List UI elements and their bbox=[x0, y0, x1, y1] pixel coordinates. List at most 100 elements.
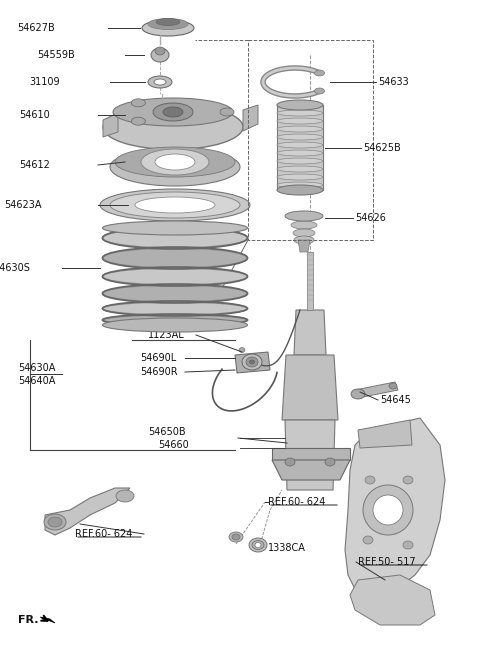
Ellipse shape bbox=[142, 20, 194, 36]
Ellipse shape bbox=[277, 134, 323, 140]
Ellipse shape bbox=[277, 174, 323, 180]
Ellipse shape bbox=[277, 182, 323, 188]
Ellipse shape bbox=[239, 348, 245, 353]
Text: 54625B: 54625B bbox=[363, 143, 401, 153]
Polygon shape bbox=[272, 460, 350, 480]
Ellipse shape bbox=[110, 192, 240, 218]
Ellipse shape bbox=[277, 110, 323, 116]
Text: 54610: 54610 bbox=[19, 110, 50, 120]
Ellipse shape bbox=[285, 458, 295, 466]
Text: 54690R: 54690R bbox=[140, 367, 178, 377]
Ellipse shape bbox=[163, 107, 183, 117]
Text: 54690L: 54690L bbox=[140, 353, 176, 363]
Ellipse shape bbox=[103, 248, 248, 268]
Ellipse shape bbox=[132, 117, 145, 125]
Ellipse shape bbox=[103, 104, 243, 150]
Polygon shape bbox=[272, 448, 350, 460]
Ellipse shape bbox=[103, 315, 248, 325]
Ellipse shape bbox=[115, 147, 235, 177]
Ellipse shape bbox=[100, 189, 250, 221]
Ellipse shape bbox=[103, 318, 248, 332]
Text: 54630S: 54630S bbox=[0, 263, 30, 273]
Polygon shape bbox=[345, 418, 445, 600]
Polygon shape bbox=[277, 105, 323, 190]
Ellipse shape bbox=[154, 79, 166, 85]
Ellipse shape bbox=[325, 458, 335, 466]
Ellipse shape bbox=[291, 221, 317, 229]
Polygon shape bbox=[243, 105, 258, 131]
Text: 1123AL: 1123AL bbox=[148, 330, 185, 340]
Text: 54640A: 54640A bbox=[18, 376, 55, 386]
Ellipse shape bbox=[314, 88, 324, 94]
Ellipse shape bbox=[103, 285, 248, 302]
Polygon shape bbox=[282, 355, 338, 420]
Ellipse shape bbox=[363, 536, 373, 544]
Text: REF.60- 624: REF.60- 624 bbox=[75, 529, 132, 539]
Ellipse shape bbox=[44, 514, 66, 530]
Ellipse shape bbox=[294, 236, 314, 244]
Polygon shape bbox=[307, 252, 313, 310]
Text: 54623A: 54623A bbox=[4, 200, 42, 210]
Polygon shape bbox=[285, 420, 335, 490]
Text: 54630A: 54630A bbox=[18, 363, 55, 373]
Polygon shape bbox=[40, 617, 55, 623]
Ellipse shape bbox=[232, 534, 240, 540]
Ellipse shape bbox=[255, 543, 261, 547]
Ellipse shape bbox=[48, 517, 62, 527]
Ellipse shape bbox=[250, 360, 254, 364]
Text: 1338CA: 1338CA bbox=[268, 543, 306, 553]
Ellipse shape bbox=[277, 100, 323, 110]
Ellipse shape bbox=[363, 485, 413, 535]
Ellipse shape bbox=[403, 476, 413, 484]
Ellipse shape bbox=[135, 197, 215, 213]
Text: 54645: 54645 bbox=[380, 395, 411, 405]
Ellipse shape bbox=[277, 166, 323, 172]
Ellipse shape bbox=[132, 99, 145, 107]
Ellipse shape bbox=[155, 154, 195, 170]
Text: 54633: 54633 bbox=[378, 77, 409, 87]
Ellipse shape bbox=[103, 302, 248, 315]
Ellipse shape bbox=[151, 48, 169, 62]
Polygon shape bbox=[350, 575, 435, 625]
Ellipse shape bbox=[365, 476, 375, 484]
Ellipse shape bbox=[389, 383, 397, 389]
Ellipse shape bbox=[110, 148, 240, 186]
Ellipse shape bbox=[103, 268, 248, 285]
Ellipse shape bbox=[403, 541, 413, 549]
Ellipse shape bbox=[116, 490, 134, 502]
Polygon shape bbox=[358, 420, 412, 448]
Text: 54650B: 54650B bbox=[148, 427, 186, 437]
Ellipse shape bbox=[277, 118, 323, 124]
Polygon shape bbox=[45, 488, 130, 535]
Ellipse shape bbox=[277, 158, 323, 164]
Ellipse shape bbox=[246, 357, 258, 367]
Ellipse shape bbox=[148, 18, 188, 30]
Text: 54559B: 54559B bbox=[37, 50, 75, 60]
Ellipse shape bbox=[277, 185, 323, 195]
Polygon shape bbox=[235, 352, 270, 373]
Polygon shape bbox=[294, 310, 326, 355]
Ellipse shape bbox=[229, 532, 243, 542]
Bar bbox=[248, 40, 373, 240]
Text: 54660: 54660 bbox=[158, 440, 189, 450]
Ellipse shape bbox=[277, 126, 323, 132]
Text: 54627B: 54627B bbox=[17, 23, 55, 33]
Polygon shape bbox=[355, 382, 398, 398]
Ellipse shape bbox=[249, 538, 267, 552]
Ellipse shape bbox=[351, 389, 365, 399]
Ellipse shape bbox=[277, 150, 323, 156]
Ellipse shape bbox=[252, 541, 264, 549]
Ellipse shape bbox=[113, 98, 233, 126]
Ellipse shape bbox=[148, 76, 172, 88]
Ellipse shape bbox=[242, 354, 262, 370]
Ellipse shape bbox=[373, 495, 403, 525]
Ellipse shape bbox=[277, 142, 323, 148]
Ellipse shape bbox=[314, 70, 324, 76]
Text: FR.: FR. bbox=[18, 615, 38, 625]
Polygon shape bbox=[103, 113, 118, 137]
Ellipse shape bbox=[103, 228, 248, 248]
Text: 31109: 31109 bbox=[29, 77, 60, 87]
Ellipse shape bbox=[285, 211, 323, 221]
Ellipse shape bbox=[293, 229, 315, 237]
Ellipse shape bbox=[141, 149, 209, 175]
